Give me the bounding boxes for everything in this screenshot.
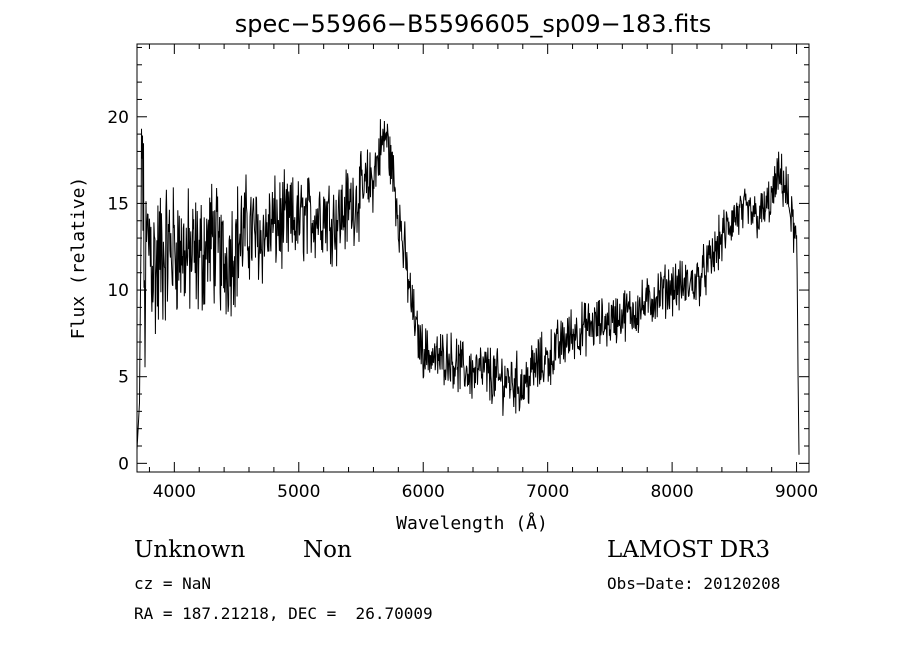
object-subclass: Non: [303, 537, 352, 563]
y-tick-label: 0: [118, 454, 129, 474]
x-axis-label: Wavelength (Å): [396, 512, 548, 534]
redshift-readout: cz = NaN: [134, 574, 212, 593]
object-class: Unknown: [134, 537, 246, 563]
x-tick-label: 4000: [153, 482, 196, 502]
x-tick-label: 7000: [526, 482, 569, 502]
x-axis: 4000 5000 6000 7000 8000 9000: [148, 44, 818, 502]
x-tick-label: 6000: [402, 482, 445, 502]
x-tick-label: 8000: [650, 482, 693, 502]
x-tick-label: 9000: [775, 482, 818, 502]
chart-title: spec−55966−B5596605_sp09−183.fits: [235, 10, 711, 38]
survey-name: LAMOST DR3: [607, 537, 771, 563]
x-tick-label: 5000: [277, 482, 320, 502]
coordinates-readout: RA = 187.21218, DEC = 26.70009: [134, 604, 433, 623]
y-tick-label: 15: [107, 194, 129, 214]
observation-date: Obs−Date: 20120208: [607, 574, 781, 593]
y-axis: 0 5 10 15 20: [107, 46, 809, 474]
y-axis-label: Flux (relative): [68, 177, 89, 340]
y-tick-label: 10: [107, 281, 129, 301]
spectrum-line: [136, 119, 800, 455]
y-tick-label: 20: [107, 108, 129, 128]
y-tick-label: 5: [118, 368, 129, 388]
